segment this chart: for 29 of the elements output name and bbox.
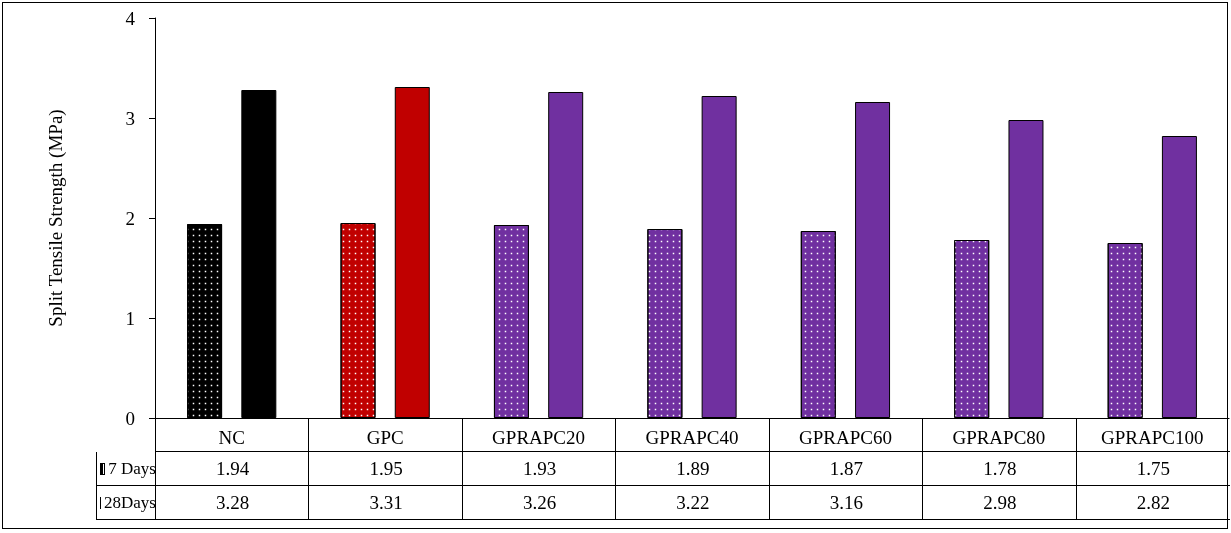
data-label: 1.95 xyxy=(308,452,463,486)
x-tick-label: GPRAPC40 xyxy=(645,427,739,448)
y-tick-label: 3 xyxy=(125,107,135,129)
data-label: 1.93 xyxy=(461,452,617,486)
legend-label: 28Days xyxy=(96,486,156,520)
y-tick-label: 0 xyxy=(125,407,135,429)
y-tick-label: 4 xyxy=(125,7,136,29)
data-label: 1.87 xyxy=(768,452,924,486)
x-tick-label: NC xyxy=(218,427,245,448)
y-axis-title: Split Tensile Strength (MPa) xyxy=(45,109,67,327)
x-tick-label: GPRAPC80 xyxy=(952,427,1046,448)
data-label: 3.31 xyxy=(308,486,463,520)
x-tick-label: GPRAPC20 xyxy=(492,427,586,448)
data-label: 3.26 xyxy=(461,486,617,520)
data-label: 1.75 xyxy=(1075,452,1230,486)
data-label: 2.82 xyxy=(1075,486,1230,520)
data-label: 3.22 xyxy=(615,486,770,520)
y-tick-label: 2 xyxy=(125,207,135,229)
data-label: 1.89 xyxy=(615,452,770,486)
data-label: 3.28 xyxy=(155,486,310,520)
x-tick-label: GPRAPC60 xyxy=(798,427,892,448)
x-tick-label: GPRAPC100 xyxy=(1101,427,1204,448)
data-label: 3.16 xyxy=(768,486,924,520)
x-tick-label: GPC xyxy=(366,427,404,448)
legend-label: 7 Days xyxy=(96,452,156,486)
y-tick-label: 1 xyxy=(125,307,135,329)
data-label: 2.98 xyxy=(922,486,1077,520)
data-label: 1.94 xyxy=(155,452,310,486)
data-label: 1.78 xyxy=(922,452,1077,486)
